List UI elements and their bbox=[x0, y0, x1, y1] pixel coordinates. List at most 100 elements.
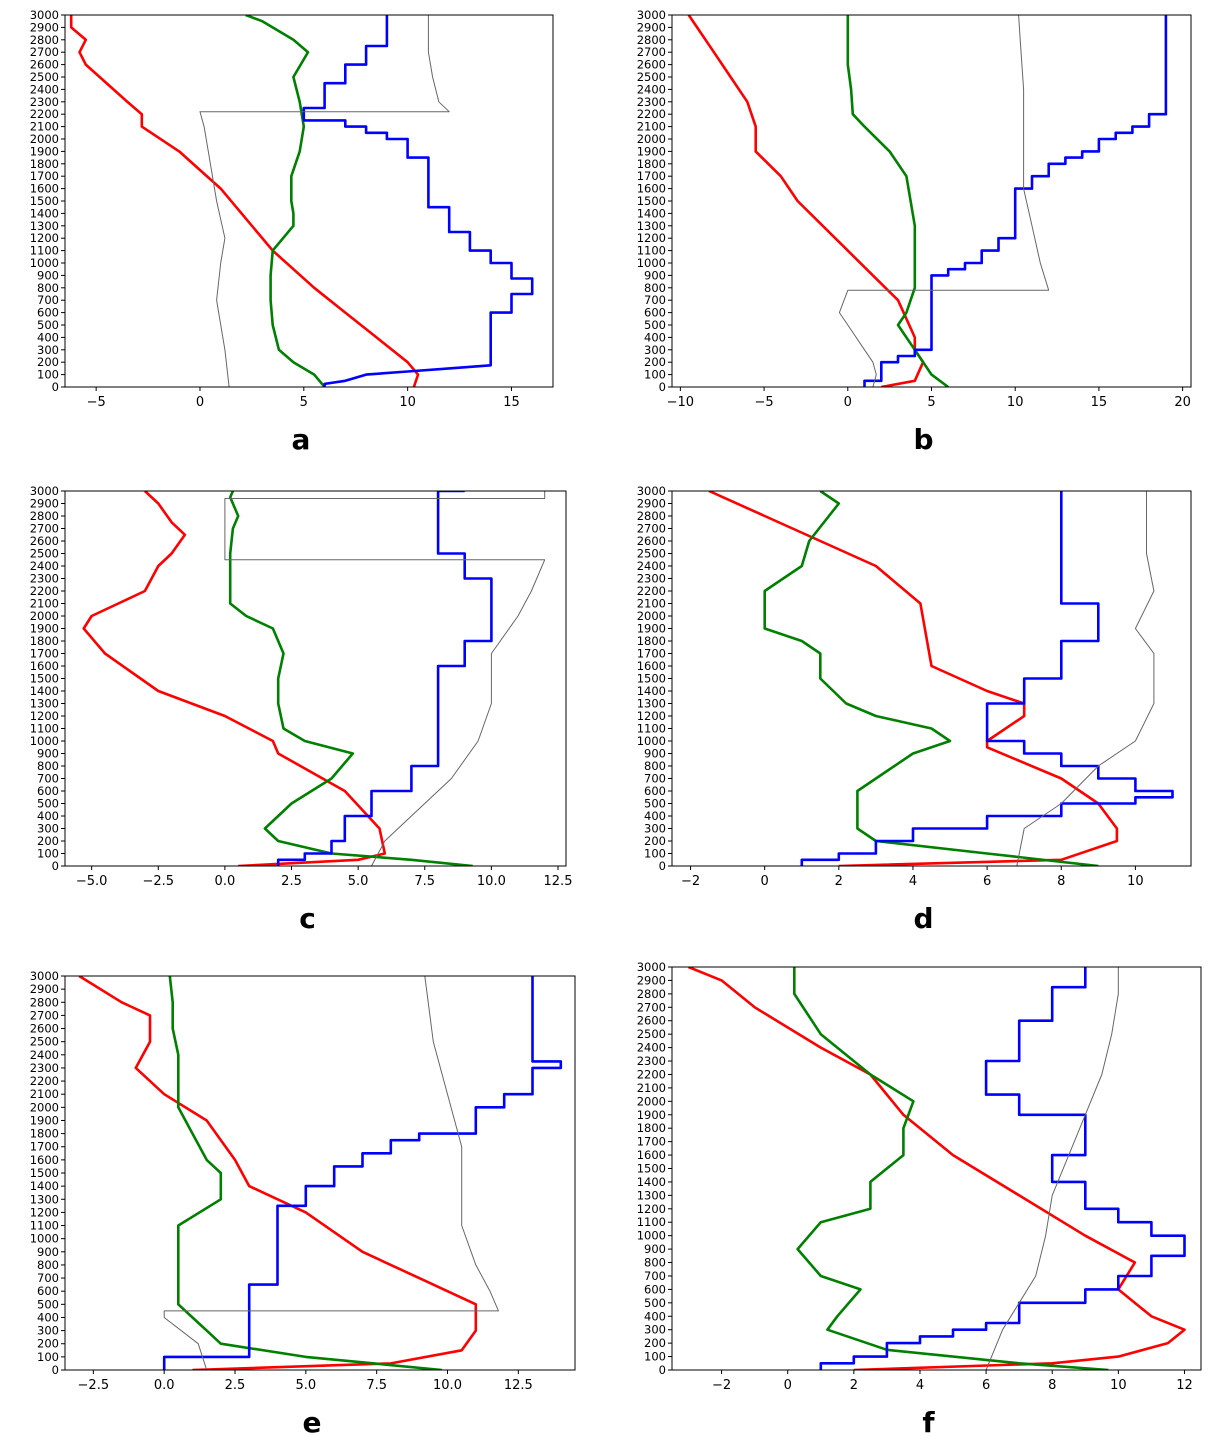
y-tick-label: 3000 bbox=[637, 8, 666, 22]
y-tick-label: 400 bbox=[37, 1310, 59, 1324]
y-tick-label: 700 bbox=[37, 1271, 59, 1285]
y-tick-label: 2900 bbox=[30, 982, 59, 996]
y-tick-label: 1600 bbox=[30, 659, 59, 673]
x-tick-label: 12 bbox=[1176, 1378, 1193, 1393]
series-line-c-1 bbox=[228, 491, 473, 866]
y-tick-label: 2500 bbox=[30, 547, 59, 561]
y-tick-label: 500 bbox=[644, 318, 666, 332]
series-line-e-3 bbox=[163, 976, 499, 1370]
x-tick-label: 8 bbox=[1048, 1378, 1056, 1393]
x-tick-label: 15 bbox=[1091, 395, 1108, 410]
series-line-a-0 bbox=[69, 15, 420, 387]
x-tick-label: 7.5 bbox=[414, 874, 435, 889]
y-tick-label: 0 bbox=[659, 1363, 666, 1377]
y-tick-label: 2100 bbox=[637, 1081, 666, 1095]
y-tick-label: 2500 bbox=[637, 547, 666, 561]
y-tick-label: 1500 bbox=[637, 672, 666, 686]
panel-label: b bbox=[913, 423, 933, 456]
y-tick-label: 700 bbox=[644, 1269, 666, 1283]
panel-label: d bbox=[913, 902, 933, 935]
y-tick-label: 2200 bbox=[637, 107, 666, 121]
y-tick-label: 2200 bbox=[637, 584, 666, 598]
y-tick-label: 1900 bbox=[30, 1113, 59, 1127]
y-tick-label: 1300 bbox=[30, 697, 59, 711]
x-tick-label: −2 bbox=[681, 874, 700, 889]
series-line-f-1 bbox=[792, 967, 1109, 1370]
panel-label: c bbox=[299, 902, 316, 935]
series-line-c-3 bbox=[224, 491, 546, 866]
y-tick-label: 1400 bbox=[637, 1175, 666, 1189]
series-line-d-2 bbox=[800, 491, 1174, 866]
x-tick-label: 4 bbox=[916, 1378, 924, 1393]
y-tick-label: 2300 bbox=[30, 572, 59, 586]
y-tick-label: 200 bbox=[644, 355, 666, 369]
x-tick-label: 2.5 bbox=[225, 1378, 246, 1393]
y-tick-label: 2400 bbox=[30, 559, 59, 573]
plot-frame bbox=[671, 490, 1192, 867]
y-tick-label: 400 bbox=[644, 809, 666, 823]
y-tick-label: 0 bbox=[52, 1363, 59, 1377]
y-tick-label: 100 bbox=[37, 368, 59, 382]
x-tick-label: −2 bbox=[712, 1378, 731, 1393]
y-tick-label: 800 bbox=[37, 759, 59, 773]
x-tick-label: 12.5 bbox=[544, 874, 573, 889]
y-tick-label: 2000 bbox=[637, 1094, 666, 1108]
x-tick-label: 0.0 bbox=[215, 874, 236, 889]
x-tick-label: 12.5 bbox=[504, 1378, 533, 1393]
y-tick-label: 3000 bbox=[637, 484, 666, 498]
y-tick-label: 3000 bbox=[30, 969, 59, 983]
y-tick-label: 2100 bbox=[637, 120, 666, 134]
series-line-e-2 bbox=[162, 976, 563, 1370]
y-tick-label: 0 bbox=[52, 380, 59, 394]
y-tick-label: 2000 bbox=[30, 132, 59, 146]
y-tick-label: 1400 bbox=[30, 206, 59, 220]
y-tick-label: 1500 bbox=[30, 672, 59, 686]
y-tick-label: 1100 bbox=[30, 722, 59, 736]
y-tick-label: 2900 bbox=[637, 973, 666, 987]
y-tick-label: 700 bbox=[644, 772, 666, 786]
panel-label: e bbox=[303, 1406, 322, 1436]
y-tick-label: 500 bbox=[37, 1297, 59, 1311]
y-tick-label: 800 bbox=[37, 281, 59, 295]
x-tick-label: 10 bbox=[399, 395, 416, 410]
series-line-d-0 bbox=[708, 491, 1119, 866]
y-tick-label: 1000 bbox=[30, 734, 59, 748]
x-tick-label: 7.5 bbox=[366, 1378, 387, 1393]
y-tick-label: 1100 bbox=[30, 1219, 59, 1233]
y-tick-label: 1900 bbox=[637, 1108, 666, 1122]
y-tick-label: 2400 bbox=[30, 1048, 59, 1062]
x-tick-label: 2 bbox=[835, 874, 843, 889]
y-tick-label: 2900 bbox=[637, 20, 666, 34]
y-tick-label: 2900 bbox=[30, 497, 59, 511]
y-tick-label: 1900 bbox=[30, 622, 59, 636]
y-tick-label: 1200 bbox=[637, 1202, 666, 1216]
y-tick-label: 2900 bbox=[30, 20, 59, 34]
y-tick-label: 2800 bbox=[30, 33, 59, 47]
y-tick-label: 600 bbox=[644, 1282, 666, 1296]
y-tick-label: 2800 bbox=[30, 509, 59, 523]
panel-f: 0100200300400500600700800900100011001200… bbox=[637, 960, 1202, 1436]
y-tick-label: 2700 bbox=[30, 1008, 59, 1022]
y-tick-label: 600 bbox=[644, 306, 666, 320]
y-tick-label: 400 bbox=[644, 1309, 666, 1323]
y-tick-label: 100 bbox=[37, 847, 59, 861]
x-tick-label: 5 bbox=[927, 395, 935, 410]
y-tick-label: 2100 bbox=[30, 1087, 59, 1101]
x-tick-label: −10 bbox=[667, 395, 694, 410]
x-tick-label: 8 bbox=[1057, 874, 1065, 889]
x-tick-label: 20 bbox=[1174, 395, 1191, 410]
y-tick-label: 2300 bbox=[637, 572, 666, 586]
y-tick-label: 300 bbox=[37, 822, 59, 836]
x-tick-label: 10 bbox=[1007, 395, 1024, 410]
y-tick-label: 1400 bbox=[637, 206, 666, 220]
x-tick-label: 6 bbox=[982, 1378, 990, 1393]
y-tick-label: 1600 bbox=[637, 182, 666, 196]
y-tick-label: 300 bbox=[644, 1323, 666, 1337]
y-tick-label: 0 bbox=[659, 380, 666, 394]
y-tick-label: 600 bbox=[37, 306, 59, 320]
y-tick-label: 2600 bbox=[637, 58, 666, 72]
y-tick-label: 2700 bbox=[637, 1000, 666, 1014]
y-tick-label: 1300 bbox=[637, 697, 666, 711]
series-line-b-1 bbox=[846, 15, 949, 387]
